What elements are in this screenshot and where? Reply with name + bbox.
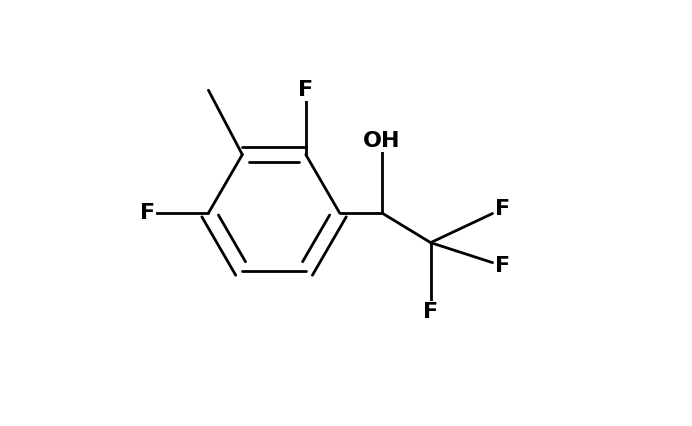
Text: F: F xyxy=(423,302,438,322)
Text: OH: OH xyxy=(363,131,401,151)
Text: F: F xyxy=(298,80,313,100)
Text: F: F xyxy=(495,199,510,219)
Text: F: F xyxy=(140,203,154,223)
Text: F: F xyxy=(495,256,510,276)
